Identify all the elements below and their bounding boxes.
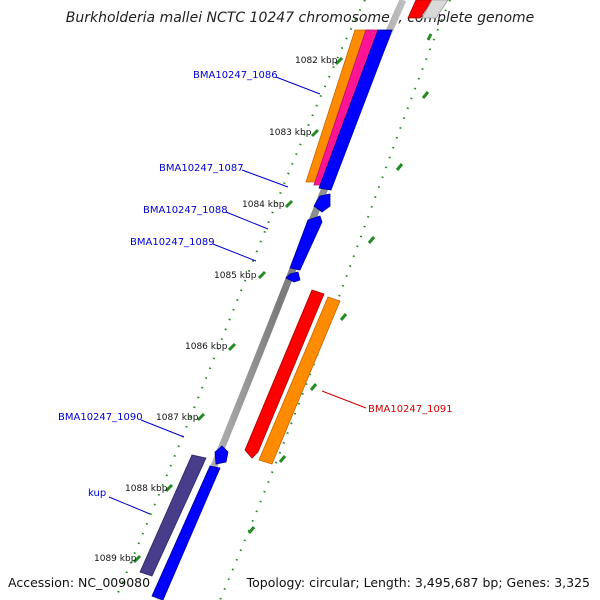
- leader-line-1089: [212, 243, 257, 262]
- outer-major-tick: [367, 236, 376, 244]
- magenta-feature-upper[interactable]: [313, 29, 379, 186]
- tick-label-1087: 1087 kbp: [156, 413, 199, 423]
- major-tick: [284, 199, 294, 209]
- cds-feature-1086[interactable]: [318, 29, 393, 191]
- gene-label-kup[interactable]: kup: [88, 488, 106, 499]
- leader-line-1090: [140, 419, 185, 438]
- cds-feature-small[interactable]: [285, 271, 301, 283]
- outer-major-ticks: [247, 33, 433, 534]
- purple-feature-kup[interactable]: [139, 454, 207, 577]
- outer-major-tick: [247, 526, 256, 534]
- outer-major-tick: [426, 33, 433, 41]
- gene-label-bma10247-1089[interactable]: BMA10247_1089: [130, 237, 215, 248]
- rna-feature-1091[interactable]: [244, 289, 325, 459]
- gene-label-bma10247-1088[interactable]: BMA10247_1088: [143, 205, 228, 216]
- major-tick: [310, 128, 320, 138]
- genome-stats-text: Topology: circular; Length: 3,495,687 bp…: [246, 575, 590, 590]
- blue-leader-lines: [108, 76, 321, 515]
- tick-label-1082: 1082 kbp: [295, 56, 338, 66]
- gene-label-bma10247-1090[interactable]: BMA10247_1090: [58, 412, 143, 423]
- tick-label-1085: 1085 kbp: [214, 271, 257, 281]
- cds-feature-1089[interactable]: [289, 215, 323, 271]
- outer-major-tick: [339, 313, 348, 321]
- gene-labels: BMA10247_1086 BMA10247_1087 BMA10247_108…: [58, 70, 453, 499]
- outer-major-tick: [309, 383, 318, 391]
- major-tick: [334, 56, 344, 66]
- major-tick: [164, 483, 174, 493]
- tick-label-1088: 1088 kbp: [125, 484, 168, 494]
- tick-label-1089: 1089 kbp: [94, 554, 137, 564]
- leader-line-1086: [275, 76, 321, 95]
- major-tick: [227, 342, 237, 352]
- leader-line-1087: [241, 169, 289, 188]
- tick-label-1084: 1084 kbp: [242, 200, 285, 210]
- tick-label-1083: 1083 kbp: [269, 128, 312, 138]
- leader-line-1088: [225, 211, 269, 230]
- gene-label-bma10247-1086[interactable]: BMA10247_1086: [193, 70, 278, 81]
- major-tick: [257, 270, 267, 280]
- tick-label-1086: 1086 kbp: [185, 342, 228, 352]
- major-tick: [132, 554, 142, 564]
- outer-major-tick: [395, 163, 404, 171]
- cds-feature-1088[interactable]: [313, 193, 331, 213]
- gene-label-bma10247-1087[interactable]: BMA10247_1087: [159, 163, 244, 174]
- cds-feature-1090[interactable]: [214, 445, 229, 465]
- cds-feature-kup[interactable]: [151, 465, 221, 600]
- major-tick: [196, 412, 206, 422]
- orange-feature-1091[interactable]: [258, 296, 341, 465]
- inner-tick-track: [114, 0, 366, 600]
- outer-major-tick: [278, 455, 287, 463]
- major-ticks: [132, 56, 344, 564]
- leader-line-1091: [321, 390, 367, 409]
- tick-labels: 1082 kbp 1083 kbp 1084 kbp 1085 kbp 1086…: [94, 56, 338, 564]
- inner-dotted-track: [114, 0, 366, 600]
- accession-text: Accession: NC_009080: [8, 575, 151, 590]
- leader-line-kup: [108, 496, 151, 515]
- outer-major-tick: [421, 91, 430, 99]
- rna-feature-top[interactable]: [407, 0, 433, 19]
- gene-label-bma10247-1091[interactable]: BMA10247_1091: [368, 404, 453, 415]
- grey-feature-top[interactable]: [421, 0, 449, 19]
